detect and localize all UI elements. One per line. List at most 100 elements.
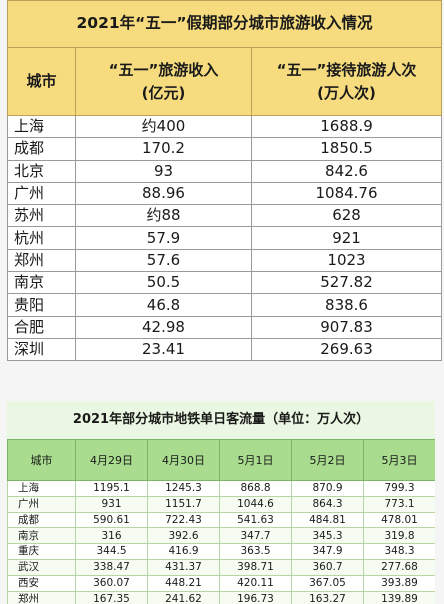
income-cell: 42.98: [75, 315, 252, 339]
column-header-date: 4月30日: [147, 439, 220, 481]
city-cell: 南京: [7, 271, 76, 295]
ridership-cell: 484.81: [291, 511, 364, 529]
metro-ridership-panel: 2021年部分城市地铁单日客流量（单位：万人次） 城市 4月29日 4月30日 5月1…: [7, 401, 435, 604]
ridership-cell: 319.8: [363, 527, 435, 545]
table-row: 南京 50.5 527.82: [7, 271, 443, 295]
ridership-cell: 868.8: [219, 480, 292, 497]
ridership-cell: 722.43: [147, 511, 220, 529]
ridership-cell: 360.7: [291, 558, 364, 576]
ridership-cell: 541.63: [219, 511, 292, 529]
visitors-cell: 842.6: [250, 159, 443, 183]
income-cell: 93: [75, 159, 252, 183]
city-cell: 上海: [7, 114, 76, 139]
table-header-row: 城市 4月29日 4月30日 5月1日 5月2日 5月3日: [7, 439, 435, 481]
ridership-cell: 338.47: [75, 558, 148, 576]
ridership-cell: 344.5: [75, 543, 148, 560]
ridership-cell: 1044.6: [219, 495, 292, 513]
income-cell: 57.9: [75, 226, 252, 250]
table-row: 上海 约400 1688.9: [7, 114, 443, 139]
ridership-cell: 870.9: [291, 480, 364, 497]
table-title: 2021年“五一”假期部分城市旅游收入情况: [6, 0, 443, 48]
ridership-cell: 420.11: [219, 574, 292, 592]
table-row: 西安 360.07 448.21 420.11 367.05 393.89: [7, 574, 435, 592]
table-title-row: 2021年“五一”假期部分城市旅游收入情况: [6, 0, 443, 48]
table-row: 合肥 42.98 907.83: [7, 315, 443, 339]
ridership-cell: 1195.1: [75, 480, 148, 497]
ridership-cell: 363.5: [219, 543, 292, 560]
tourism-income-table: 2021年“五一”假期部分城市旅游收入情况 城市 “五一”旅游收入 (亿元) “五…: [6, 0, 443, 362]
visitors-cell: 921: [250, 226, 443, 250]
ridership-cell: 799.3: [363, 480, 435, 497]
income-cell: 23.41: [75, 337, 252, 362]
column-header-date: 5月2日: [291, 439, 364, 481]
metro-ridership-table: 城市 4月29日 4月30日 5月1日 5月2日 5月3日 上海 1195.1 1245.3 8…: [7, 439, 435, 604]
ridership-cell: 348.3: [363, 543, 435, 560]
city-cell: 成都: [7, 137, 76, 161]
table-row: 深圳 23.41 269.63: [7, 337, 443, 362]
table-row: 广州 88.96 1084.76: [7, 181, 443, 206]
income-cell: 170.2: [75, 137, 252, 161]
visitors-cell: 1688.9: [250, 114, 443, 139]
income-cell: 50.5: [75, 271, 252, 295]
ridership-cell: 931: [75, 495, 148, 513]
city-cell: 成都: [7, 511, 76, 529]
city-cell: 北京: [7, 159, 76, 183]
column-header-date: 5月1日: [219, 439, 292, 481]
visitors-cell: 1023: [250, 248, 443, 273]
income-cell: 57.6: [75, 248, 252, 273]
income-cell: 约400: [75, 114, 252, 139]
table-header-row: 城市 “五一”旅游收入 (亿元) “五一”接待旅游人次 (万人次): [7, 47, 443, 116]
city-cell: 合肥: [7, 315, 76, 339]
ridership-cell: 431.37: [147, 558, 220, 576]
visitors-cell: 628: [250, 204, 443, 228]
ridership-cell: 139.89: [363, 590, 435, 604]
column-header-city: 城市: [7, 439, 76, 481]
visitors-cell: 269.63: [250, 337, 443, 362]
table-row: 南京 316 392.6 347.7 345.3 319.8: [7, 527, 435, 545]
table-row: 重庆 344.5 416.9 363.5 347.9 348.3: [7, 543, 435, 560]
ridership-cell: 316: [75, 527, 148, 545]
visitors-cell: 838.6: [250, 293, 443, 317]
table-row: 郑州 167.35 241.62 196.73 163.27 139.89: [7, 590, 435, 604]
table-row: 贵阳 46.8 838.6: [7, 293, 443, 317]
ridership-cell: 360.07: [75, 574, 148, 592]
ridership-cell: 347.7: [219, 527, 292, 545]
table-body: 上海 约400 1688.9 成都 170.2 1850.5 北京 93 842.6 广州 88.9…: [7, 114, 443, 362]
city-cell: 广州: [7, 181, 76, 206]
city-cell: 广州: [7, 495, 76, 513]
ridership-cell: 448.21: [147, 574, 220, 592]
visitors-cell: 527.82: [250, 271, 443, 295]
column-header-income: “五一”旅游收入 (亿元): [75, 47, 252, 116]
city-cell: 南京: [7, 527, 76, 545]
ridership-cell: 167.35: [75, 590, 148, 604]
city-cell: 武汉: [7, 558, 76, 576]
ridership-cell: 416.9: [147, 543, 220, 560]
ridership-cell: 773.1: [363, 495, 435, 513]
visitors-cell: 1084.76: [250, 181, 443, 206]
city-cell: 杭州: [7, 226, 76, 250]
table-title: 2021年部分城市地铁单日客流量（单位：万人次）: [7, 401, 435, 439]
column-header-visitors: “五一”接待旅游人次 (万人次): [250, 47, 443, 116]
city-cell: 郑州: [7, 590, 76, 604]
ridership-cell: 478.01: [363, 511, 435, 529]
city-cell: 深圳: [7, 337, 76, 362]
city-cell: 重庆: [7, 543, 76, 560]
city-cell: 苏州: [7, 204, 76, 228]
visitors-cell: 907.83: [250, 315, 443, 339]
city-cell: 郑州: [7, 248, 76, 273]
table-row: 成都 590.61 722.43 541.63 484.81 478.01: [7, 511, 435, 529]
table-row: 苏州 约88 628: [7, 204, 443, 228]
visitors-cell: 1850.5: [250, 137, 443, 161]
table-row: 杭州 57.9 921: [7, 226, 443, 250]
ridership-cell: 392.6: [147, 527, 220, 545]
table-row: 上海 1195.1 1245.3 868.8 870.9 799.3: [7, 480, 435, 497]
column-header-date: 5月3日: [363, 439, 435, 481]
table-row: 广州 931 1151.7 1044.6 864.3 773.1: [7, 495, 435, 513]
table-body: 上海 1195.1 1245.3 868.8 870.9 799.3 广州 931 1151.7…: [7, 480, 435, 604]
ridership-cell: 163.27: [291, 590, 364, 604]
column-header-city: 城市: [7, 47, 76, 116]
ridership-cell: 590.61: [75, 511, 148, 529]
ridership-cell: 241.62: [147, 590, 220, 604]
ridership-cell: 367.05: [291, 574, 364, 592]
table-row: 北京 93 842.6: [7, 159, 443, 183]
